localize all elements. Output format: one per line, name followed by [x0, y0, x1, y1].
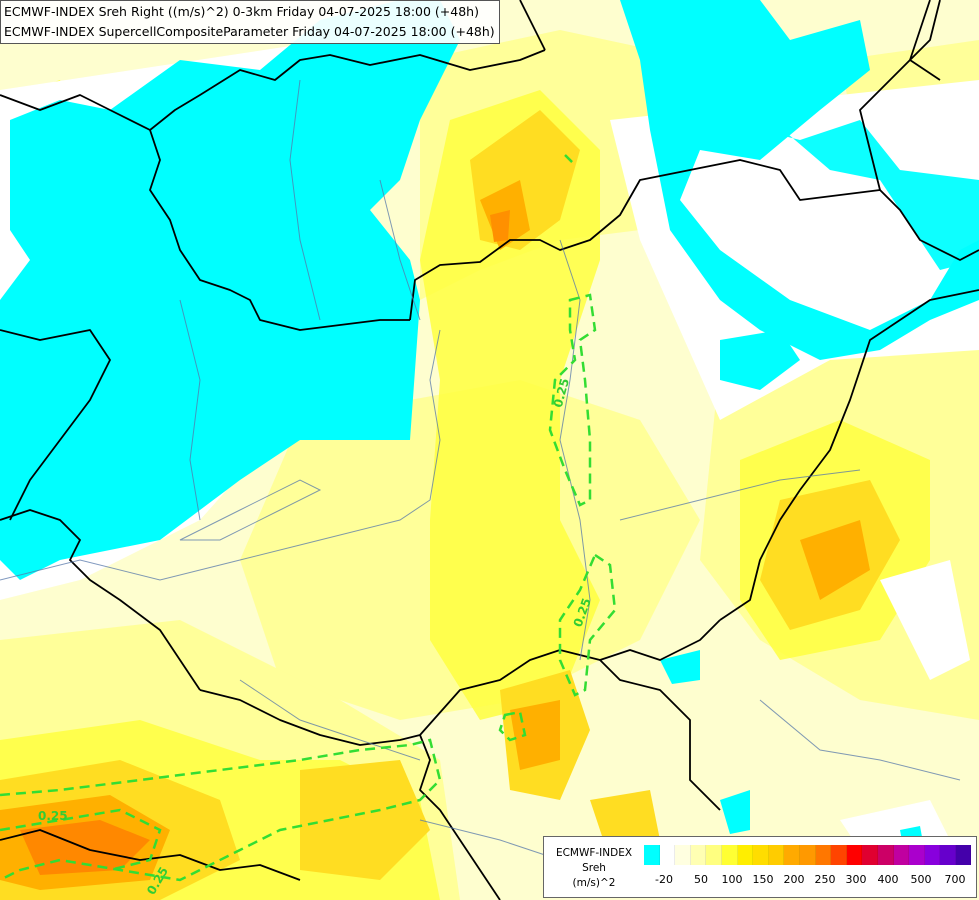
legend-swatch-7 [753, 845, 769, 865]
river-morava [179, 299, 201, 521]
border-czech-slovakia [149, 129, 410, 331]
river-danube [0, 329, 441, 581]
legend-swatch-5 [721, 845, 738, 865]
legend-tick-6: 300 [845, 873, 867, 886]
sreh-high-field [0, 110, 900, 900]
legend-swatch-17 [909, 845, 925, 865]
legend-tick-1: 50 [694, 873, 708, 886]
river-mures [619, 469, 861, 521]
legend-swatch-0 [644, 845, 660, 865]
legend-title-model: ECMWF-INDEX [555, 847, 633, 859]
legend-swatch-11 [815, 845, 832, 865]
legend-tick-labels: -20 50 100 150 200 250 300 400 500 700 [644, 873, 974, 889]
contour-label-3: 0.25 [38, 809, 68, 823]
map-title-box: ECMWF-INDEX Sreh Right ((m/s)^2) 0-3km F… [0, 0, 500, 44]
legend-swatch-1 [659, 845, 676, 865]
scp-contours [0, 154, 617, 882]
river-tisza [559, 239, 591, 661]
legend-swatch-19 [940, 845, 956, 865]
legend-swatch-2 [675, 845, 691, 865]
legend-swatch-13 [846, 845, 863, 865]
legend-swatch-12 [831, 845, 847, 865]
river-olt [759, 699, 961, 781]
legend-tick-5: 250 [814, 873, 836, 886]
legend-swatch-20 [955, 845, 972, 865]
legend-swatch-10 [799, 845, 816, 865]
color-legend: ECMWF-INDEX Sreh (m/s)^2 -20 50 100 150 200 2… [543, 836, 977, 898]
border-romania-serbia [599, 659, 721, 811]
border-austria-slovakia-hungary [199, 689, 421, 746]
border-czech-poland [0, 49, 546, 131]
legend-tick-8: 500 [910, 873, 932, 886]
map-title-sreh: ECMWF-INDEX Sreh Right ((m/s)^2) 0-3km F… [4, 4, 479, 19]
border-slovakia-poland [409, 159, 979, 321]
legend-tick-9: 700 [944, 873, 966, 886]
lake-balaton [179, 479, 322, 541]
border-hungary-serbia [419, 619, 721, 736]
scp-contour-southwest-inner [0, 808, 162, 872]
scp-contour-southwest [0, 738, 442, 882]
legend-swatch-15 [877, 845, 894, 865]
border-germany [0, 329, 111, 521]
legend-swatch-18 [924, 845, 941, 865]
legend-swatch-3 [690, 845, 707, 865]
map-title-scp: ECMWF-INDEX SupercellCompositeParameter … [4, 24, 495, 39]
legend-swatch-16 [893, 845, 910, 865]
river-hron [379, 179, 421, 321]
legend-swatch-9 [784, 845, 800, 865]
border-slovakia-ukraine [859, 0, 941, 191]
scp-contour-small [498, 710, 527, 742]
scp-contour-north [548, 293, 597, 507]
river-vah [289, 79, 321, 321]
legend-tick-4: 200 [783, 873, 805, 886]
border-austria-czech [0, 509, 201, 691]
scp-contour-mid [558, 553, 617, 697]
scp-contour-tick [564, 154, 576, 166]
border-croatia-serbia [0, 829, 301, 881]
legend-tick-3: 150 [752, 873, 774, 886]
legend-tick-7: 400 [877, 873, 899, 886]
border-north [519, 0, 941, 81]
border-slovenia-croatia [419, 734, 501, 900]
legend-title: ECMWF-INDEX Sreh (m/s)^2 [546, 846, 642, 891]
legend-title-unit: (m/s)^2 [572, 877, 616, 889]
legend-swatch-8 [768, 845, 785, 865]
legend-title-parameter: Sreh [582, 862, 606, 874]
legend-color-scale [644, 845, 972, 865]
legend-swatch-14 [862, 845, 878, 865]
legend-tick-0: -20 [655, 873, 673, 886]
legend-swatch-6 [737, 845, 754, 865]
legend-tick-2: 100 [721, 873, 743, 886]
river-drava [239, 679, 421, 761]
border-hungary-romania [719, 289, 979, 621]
legend-swatch-4 [706, 845, 722, 865]
